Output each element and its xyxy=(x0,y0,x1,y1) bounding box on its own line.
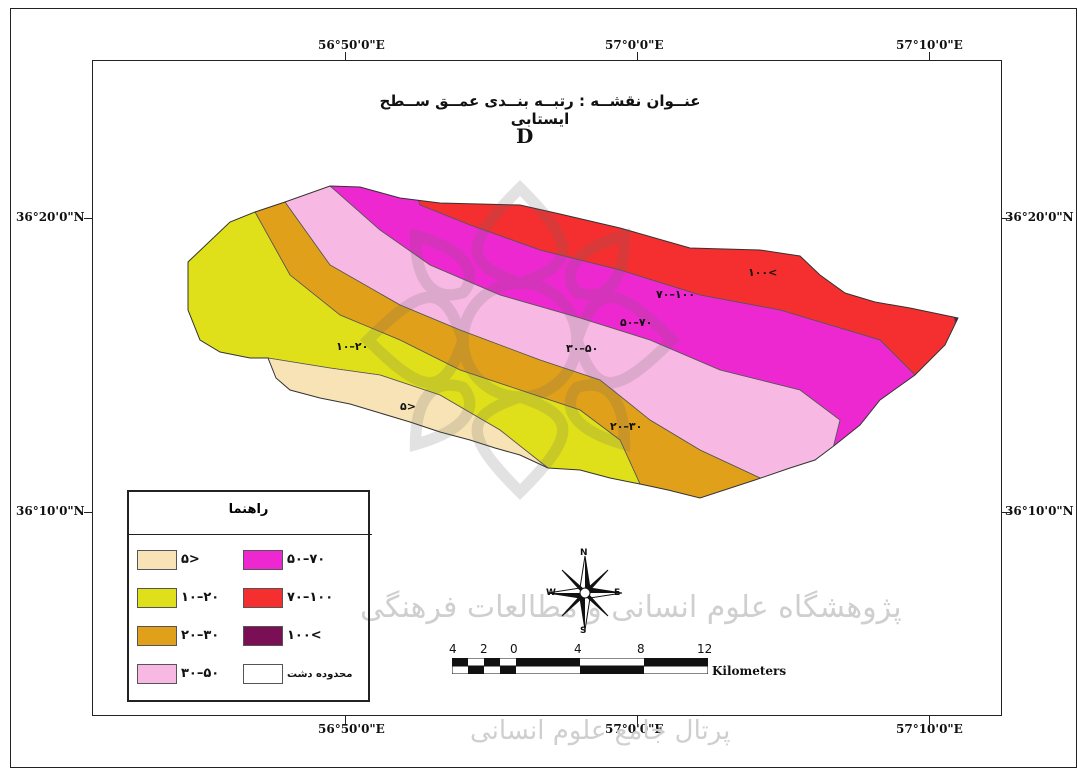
scale-unit: Kilometers xyxy=(712,664,787,678)
coord-top-1: 56°50'0"E xyxy=(318,38,385,52)
coord-bottom-3: 57°10'0"E xyxy=(896,722,963,736)
tick-right-1 xyxy=(1002,218,1010,219)
legend-box: راهنما ۵> ۱۰–۲۰ ۲۰–۳۰ ۳۰–۵۰ ۵۰–۷۰ ۷۰–۱۰۰… xyxy=(127,490,372,702)
legend-label: ۱۰۰< xyxy=(287,628,322,643)
tick-bottom-3 xyxy=(929,716,930,724)
legend-label: محدوده دشت xyxy=(287,669,353,680)
scale-tick-label: 0 xyxy=(510,642,518,656)
map-title: عنــوان نقشــه : رتبــه بنــدی عمــق ســ… xyxy=(379,92,701,128)
scale-tick-label: 12 xyxy=(697,642,713,656)
coord-bottom-1: 56°50'0"E xyxy=(318,722,385,736)
zone-label-70-100: ۷۰–۱۰۰ xyxy=(656,288,696,301)
watermark-text-1: پژوهشگاه علوم انسانی و مطالعات فرهنگی xyxy=(360,590,902,625)
legend-label: ۳۰–۵۰ xyxy=(181,666,220,681)
legend-swatch xyxy=(243,626,283,646)
tick-top-1 xyxy=(345,52,346,60)
zone-label-lt10: ۵> xyxy=(400,400,416,413)
coord-top-3: 57°10'0"E xyxy=(896,38,963,52)
legend-label: ۵> xyxy=(181,552,200,567)
compass-s: S xyxy=(580,626,587,636)
legend-item-lt10: ۵> xyxy=(137,550,237,572)
compass-e: E xyxy=(614,588,621,598)
legend-swatch xyxy=(243,550,283,570)
tick-right-2 xyxy=(1002,512,1010,513)
plain-boundary xyxy=(187,185,959,499)
legend-swatch xyxy=(137,664,177,684)
zone-label-10-20: ۱۰–۲۰ xyxy=(336,340,369,353)
watermark-emblem xyxy=(359,179,681,501)
legend-swatch xyxy=(243,664,283,684)
tick-left-1 xyxy=(84,218,92,219)
legend-item-10-20: ۱۰–۲۰ xyxy=(137,588,237,610)
legend-item-plain-boundary: محدوده دشت xyxy=(243,664,363,686)
zone-label-20-30: ۲۰–۳۰ xyxy=(610,420,643,433)
coord-right-1: 36°20'0"N xyxy=(1005,210,1074,224)
legend-title: راهنما xyxy=(228,502,269,517)
panel-letter: D xyxy=(516,124,534,148)
tick-top-2 xyxy=(637,52,638,60)
tick-bottom-1 xyxy=(345,716,346,724)
legend-item-30-50: ۳۰–۵۰ xyxy=(137,664,237,686)
legend-label: ۱۰–۲۰ xyxy=(181,590,220,605)
legend-item-20-30: ۲۰–۳۰ xyxy=(137,626,237,648)
coord-bottom-2: 57°0'0"E xyxy=(605,722,664,736)
coord-left-1: 36°20'0"N xyxy=(16,210,85,224)
watermark-text-2: پرتال جامع علوم انسانی xyxy=(470,716,731,746)
compass-rose-icon xyxy=(547,555,623,631)
legend-item-50-70: ۵۰–۷۰ xyxy=(243,550,363,572)
map-inner-frame xyxy=(92,60,1002,716)
zone-label-gt100: ۱۰۰< xyxy=(748,266,778,279)
legend-swatch xyxy=(137,588,177,608)
legend-swatch xyxy=(243,588,283,608)
scale-tick-label: 4 xyxy=(574,642,582,656)
compass-n: N xyxy=(580,548,588,558)
legend-label: ۵۰–۷۰ xyxy=(287,552,326,567)
scale-bar xyxy=(452,658,708,674)
zone-label-30-50: ۳۰–۵۰ xyxy=(566,342,599,355)
legend-label: ۲۰–۳۰ xyxy=(181,628,220,643)
tick-left-2 xyxy=(84,512,92,513)
scale-tick-label: 2 xyxy=(480,642,488,656)
scale-tick-label: 8 xyxy=(637,642,645,656)
compass-w: W xyxy=(546,588,556,598)
coord-left-2: 36°10'0"N xyxy=(16,504,85,518)
tick-top-3 xyxy=(929,52,930,60)
coord-right-2: 36°10'0"N xyxy=(1005,504,1074,518)
legend-label: ۷۰–۱۰۰ xyxy=(287,590,334,605)
legend-item-gt100: ۱۰۰< xyxy=(243,626,363,648)
legend-swatch xyxy=(137,626,177,646)
legend-swatch xyxy=(137,550,177,570)
legend-divider xyxy=(129,534,372,535)
scale-tick-label: 4 xyxy=(449,642,457,656)
zone-label-50-70: ۵۰–۷۰ xyxy=(620,316,653,329)
tick-bottom-2 xyxy=(637,716,638,724)
legend-item-70-100: ۷۰–۱۰۰ xyxy=(243,588,363,610)
coord-top-2: 57°0'0"E xyxy=(605,38,664,52)
